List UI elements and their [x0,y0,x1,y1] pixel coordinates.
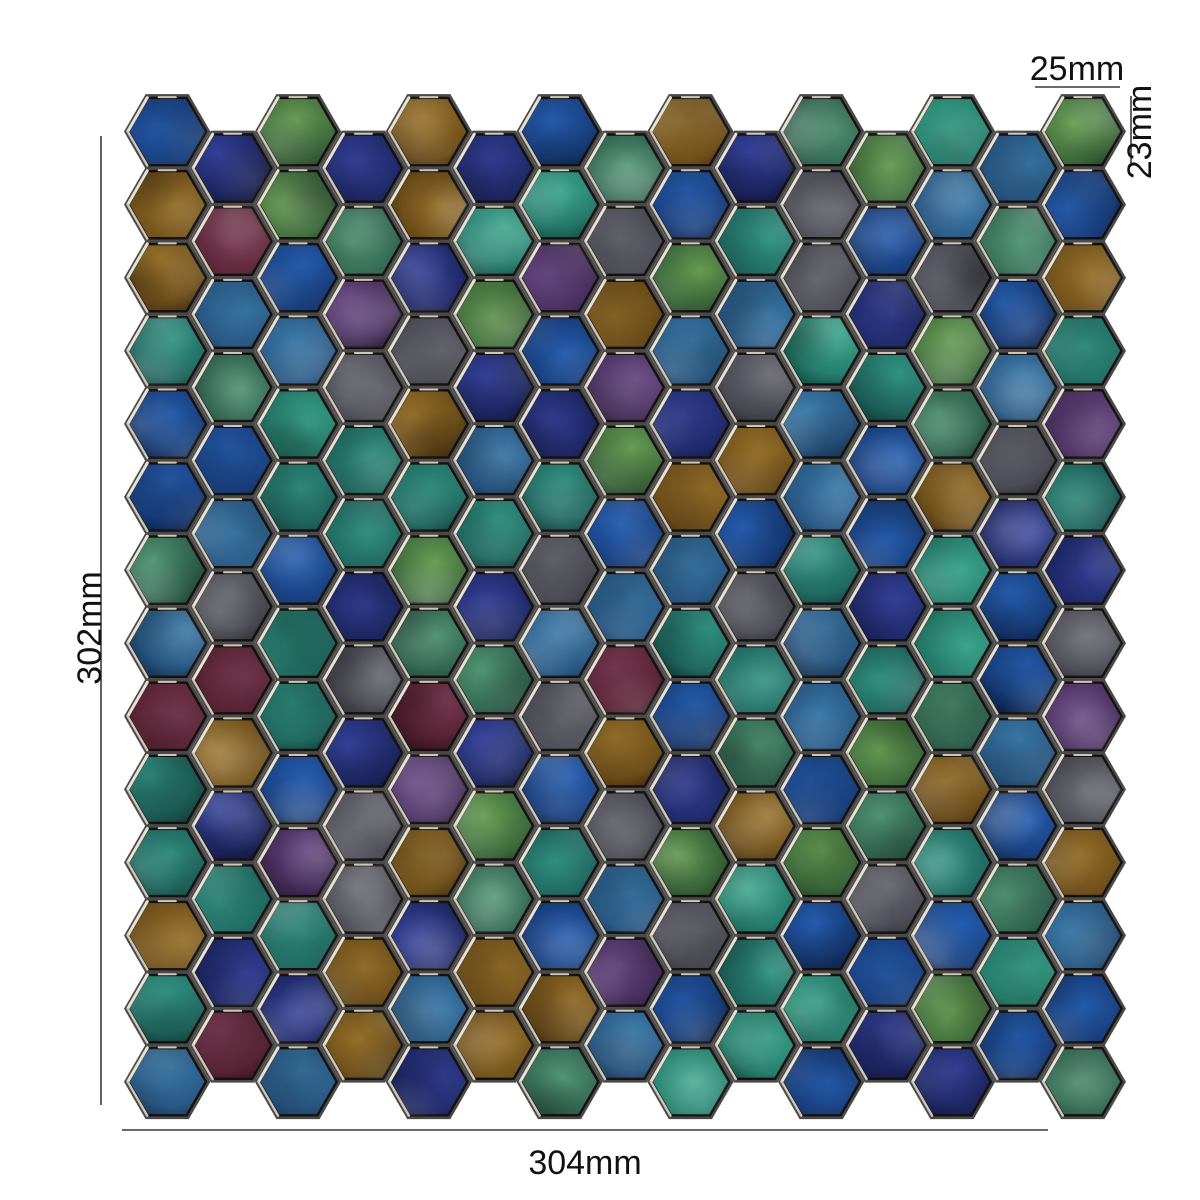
svg-text:302mm: 302mm [71,571,109,684]
svg-text:25mm: 25mm [1030,50,1124,88]
svg-text:23mm: 23mm [1121,85,1159,179]
svg-text:304mm: 304mm [528,1144,641,1182]
